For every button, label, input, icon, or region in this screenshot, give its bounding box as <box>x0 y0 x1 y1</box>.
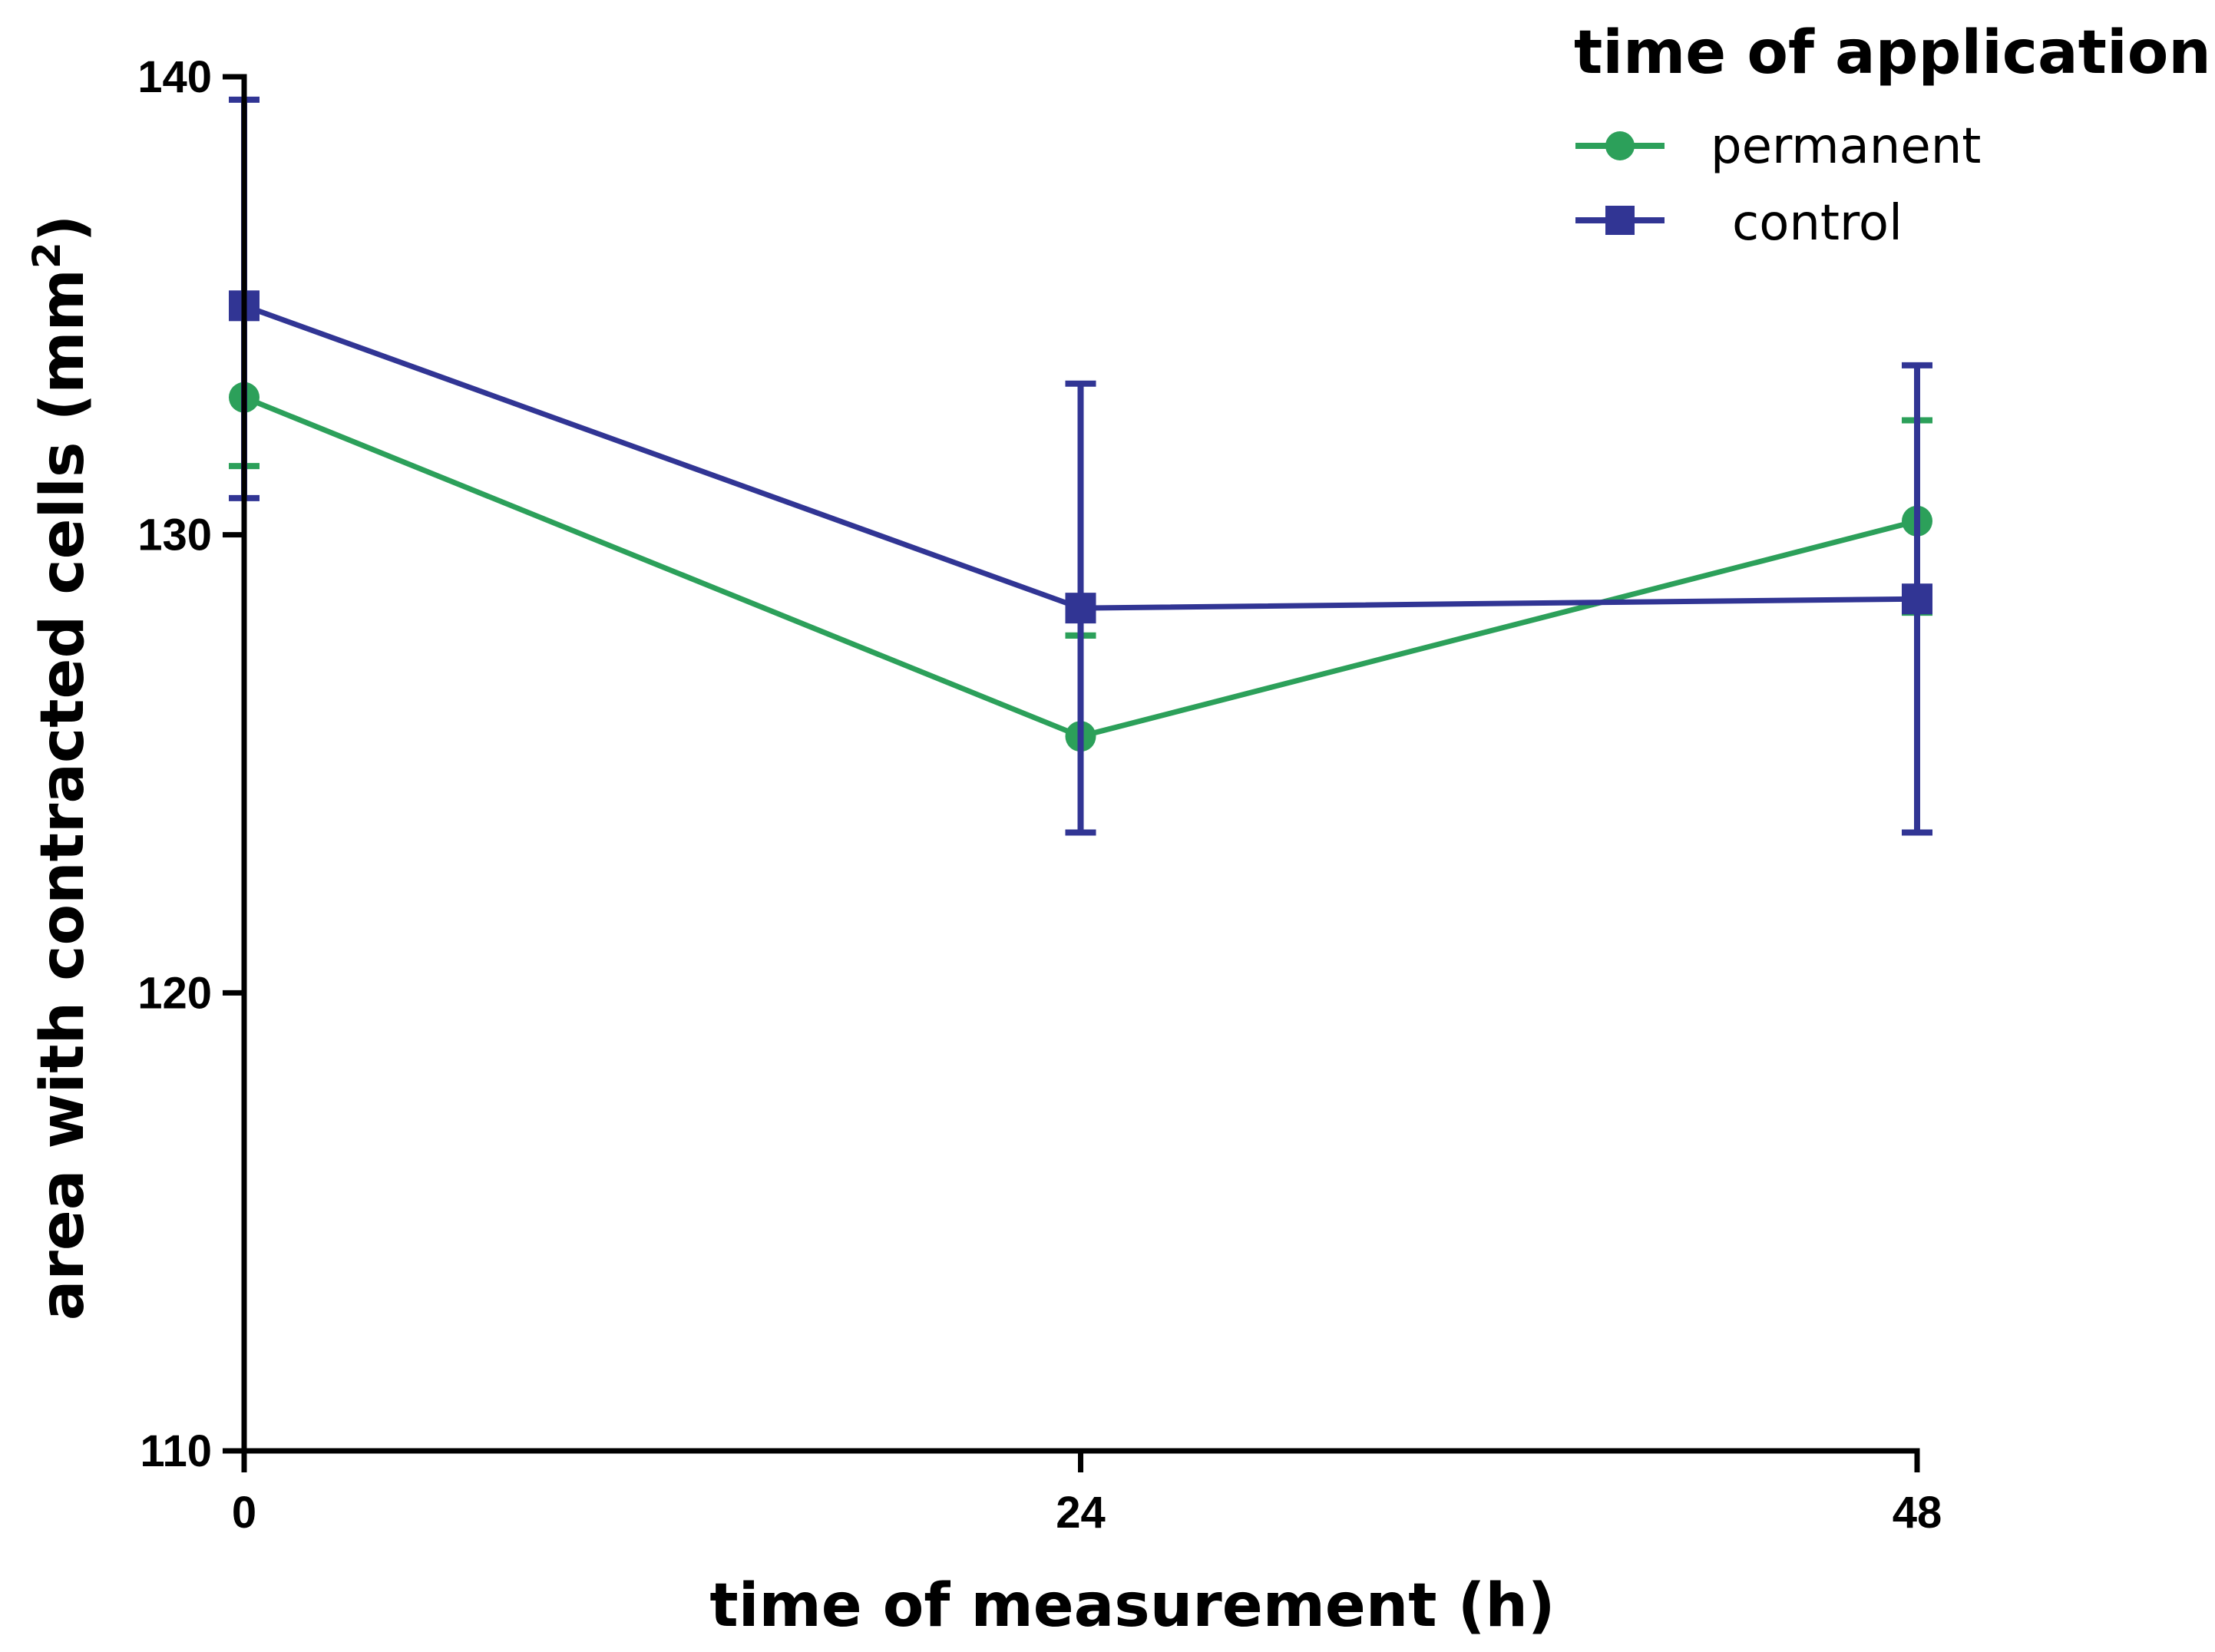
legend-item-permanent: permanent <box>1575 118 1981 175</box>
legend-swatch-permanent-marker <box>1605 131 1635 160</box>
legend-title: time of application <box>1574 18 2211 88</box>
y-axis-title: area with contracted cells (mm2) <box>25 215 98 1321</box>
y-tick-label-130: 130 <box>137 510 212 560</box>
y-tick-label-110: 110 <box>140 1426 212 1476</box>
x-tick-label-24: 24 <box>1056 1488 1106 1538</box>
x-tick-label-0: 0 <box>232 1488 256 1538</box>
series-layer <box>229 96 1932 836</box>
y-axis-title-close: ) <box>28 215 98 243</box>
y-axis-title-superscript: 2 <box>25 242 69 269</box>
x-tick-label-48: 48 <box>1893 1488 1942 1538</box>
legend-swatch-control-marker <box>1605 206 1635 235</box>
data-point-control-24 <box>1065 593 1096 624</box>
series-control <box>229 96 1932 836</box>
legend: time of application permanent control <box>1574 18 2211 252</box>
y-axis-ticks: 110 120 130 140 <box>137 52 244 1476</box>
y-tick-label-140: 140 <box>137 52 212 102</box>
x-axis-title: time of measurement (h) <box>709 1571 1555 1640</box>
legend-label-control: control <box>1732 195 1903 252</box>
legend-item-control: control <box>1575 195 1903 252</box>
x-axis-ticks: 0 24 48 <box>232 1451 1942 1538</box>
data-point-control-48 <box>1902 583 1932 615</box>
y-tick-label-120: 120 <box>137 968 212 1018</box>
legend-label-permanent: permanent <box>1711 118 1981 175</box>
y-axis-title-main: area with contracted cells (mm <box>28 269 98 1320</box>
